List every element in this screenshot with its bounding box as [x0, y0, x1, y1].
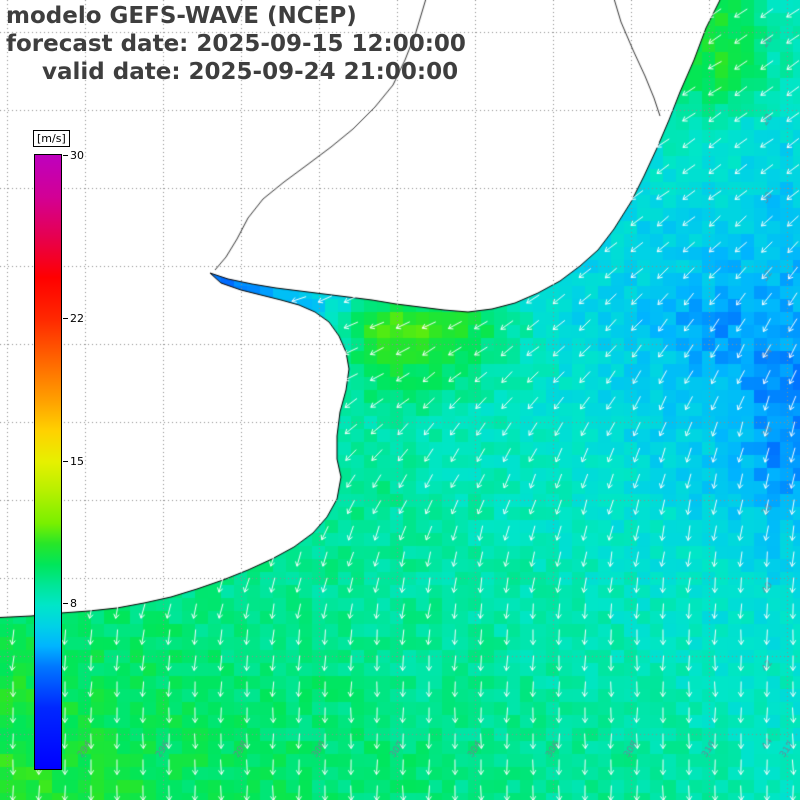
valid-date-label: valid date: 2025-09-24 21:00:00: [42, 59, 459, 85]
colorbar-tick-30: 30: [63, 149, 84, 162]
forecast-date-label: forecast date: 2025-09-15 12:00:00: [6, 31, 466, 57]
colorbar: [m/s] 30 22 15 8: [33, 130, 113, 795]
colorbar-tick-8: 8: [63, 597, 77, 610]
model-title: modelo GEFS-WAVE (NCEP): [6, 3, 357, 29]
colorbar-tick-15: 15: [63, 455, 84, 468]
colorbar-gradient: [34, 154, 62, 770]
header: modelo GEFS-WAVE (NCEP) forecast date: 2…: [6, 2, 466, 86]
colorbar-tick-22: 22: [63, 312, 84, 325]
colorbar-unit-label: [m/s]: [33, 130, 70, 147]
